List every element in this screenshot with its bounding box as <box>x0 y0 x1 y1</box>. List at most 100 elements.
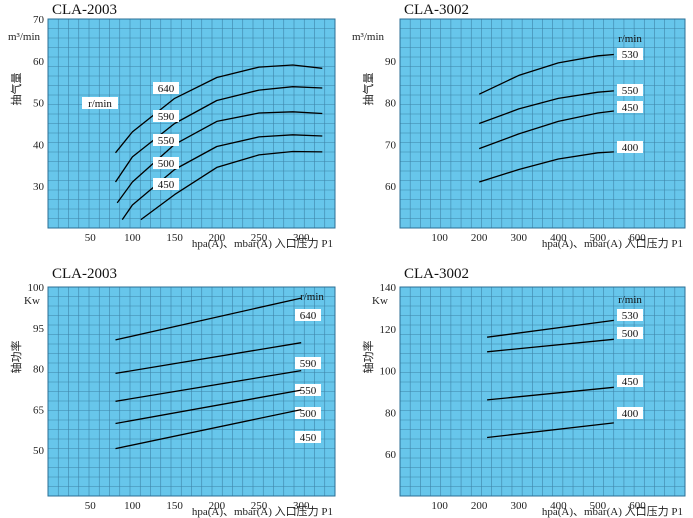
y-tick-label: 50 <box>33 98 45 110</box>
series-line-530 <box>487 319 614 338</box>
legend-title: r/min <box>300 291 324 303</box>
x-tick-label: 300 <box>511 500 528 512</box>
y-tick-label: 120 <box>380 324 397 336</box>
series-line-450 <box>140 150 323 221</box>
series-label-box <box>295 407 321 419</box>
x-tick-label: 300 <box>511 232 528 244</box>
series-line-500 <box>121 134 323 220</box>
y-unit-label: Kw <box>24 295 40 307</box>
chart-title: CLA-2003 <box>52 266 117 282</box>
legend-title: r/min <box>618 33 642 45</box>
series-label: 550 <box>158 135 175 147</box>
y-tick-label: 95 <box>33 323 45 335</box>
x-axis-label: hpa(A)、mbar(A) 入口压力 P1 <box>192 237 333 250</box>
x-tick-label: 200 <box>471 232 488 244</box>
x-tick-label: 50 <box>85 500 97 512</box>
chart-panel-cla3002-power: CLA-3002 Kw 轴功率 60 80 100 120 140 100 200 300 400 50… <box>361 266 686 518</box>
x-tick-label: 400 <box>550 500 567 512</box>
x-tick-label: 200 <box>471 500 488 512</box>
series-group: 530 550 450 400 <box>478 48 643 183</box>
series-label: 590 <box>158 111 175 123</box>
y-tick-label: 140 <box>380 282 397 294</box>
series-label-box <box>153 157 179 169</box>
series-label: 530 <box>622 310 639 322</box>
y-tick-label: 80 <box>33 364 45 376</box>
legend-title-box <box>82 97 118 109</box>
series-line-450 <box>487 386 614 401</box>
series-label-box <box>295 384 321 396</box>
grid <box>399 286 686 497</box>
y-tick-label: 30 <box>33 181 45 193</box>
x-tick-label: 600 <box>629 500 646 512</box>
series-label-box <box>617 84 643 96</box>
series-label: 530 <box>622 49 639 61</box>
x-tick-label: 200 <box>209 500 226 512</box>
x-tick-label: 100 <box>431 500 448 512</box>
y-axis-label: 轴功率 <box>9 341 23 374</box>
y-tick-label: 80 <box>385 407 397 419</box>
series-label: 550 <box>300 385 317 397</box>
series-label-box <box>617 309 643 321</box>
y-axis-label: 抽气量 <box>361 73 375 106</box>
chart-panel-cla2003-flow: CLA-2003 m³/min 抽气量 30 40 50 60 70 50 100 150 200 25… <box>8 2 336 250</box>
series-line-590 <box>115 342 302 375</box>
y-unit-label: m³/min <box>352 31 385 43</box>
series-line-400 <box>487 422 614 439</box>
x-tick-label: 600 <box>629 232 646 244</box>
x-tick-label: 500 <box>590 232 607 244</box>
x-axis-label: hpa(A)、mbar(A) 入口压力 P1 <box>542 237 683 250</box>
plot-border <box>47 286 336 497</box>
y-tick-label: 80 <box>385 98 397 110</box>
y-axis-label: 抽气量 <box>9 73 23 106</box>
x-tick-label: 150 <box>166 500 183 512</box>
series-label-box <box>617 375 643 387</box>
legend-title: r/min <box>88 98 112 110</box>
series-line-450 <box>115 408 302 450</box>
y-tick-label: 100 <box>380 366 397 378</box>
series-line-550 <box>478 90 614 125</box>
series-label: 450 <box>158 179 175 191</box>
series-label: 590 <box>300 358 317 370</box>
x-tick-label: 250 <box>251 500 268 512</box>
y-tick-label: 60 <box>385 449 397 461</box>
series-group: 640 590 550 500 450 <box>114 64 323 221</box>
series-label-box <box>295 309 321 321</box>
series-label-box <box>153 178 179 190</box>
grid <box>47 286 336 497</box>
series-line-640 <box>115 297 302 341</box>
series-label-box <box>295 357 321 369</box>
series-label: 400 <box>622 142 639 154</box>
chart-title: CLA-3002 <box>404 266 469 282</box>
series-label-box <box>153 134 179 146</box>
y-tick-label: 60 <box>33 56 45 68</box>
y-unit-label: Kw <box>372 295 388 307</box>
series-label-box <box>617 141 643 153</box>
series-label-box <box>617 48 643 60</box>
x-tick-label: 300 <box>293 500 310 512</box>
series-label: 500 <box>300 408 317 420</box>
chart-title: CLA-3002 <box>404 2 469 18</box>
series-label-box <box>153 110 179 122</box>
x-tick-label: 100 <box>124 500 141 512</box>
x-tick-label: 100 <box>124 232 141 244</box>
series-line-640 <box>114 64 323 154</box>
plot-border <box>399 286 686 497</box>
x-axis-label: hpa(A)、mbar(A) 入口压力 P1 <box>542 505 683 518</box>
x-tick-label: 300 <box>293 232 310 244</box>
y-tick-label: 50 <box>33 445 45 457</box>
series-label-box <box>295 431 321 443</box>
x-tick-label: 150 <box>166 232 183 244</box>
legend-title: r/min <box>618 294 642 306</box>
x-tick-label: 100 <box>431 232 448 244</box>
series-line-500 <box>487 338 614 353</box>
series-line-450 <box>478 110 614 150</box>
x-tick-label: 50 <box>85 232 97 244</box>
chart-title: CLA-2003 <box>52 2 117 18</box>
series-label-box <box>617 101 643 113</box>
series-label-box <box>153 82 179 94</box>
series-label-box <box>617 327 643 339</box>
series-line-550 <box>116 111 323 204</box>
series-label: 450 <box>622 376 639 388</box>
series-label: 400 <box>622 408 639 420</box>
